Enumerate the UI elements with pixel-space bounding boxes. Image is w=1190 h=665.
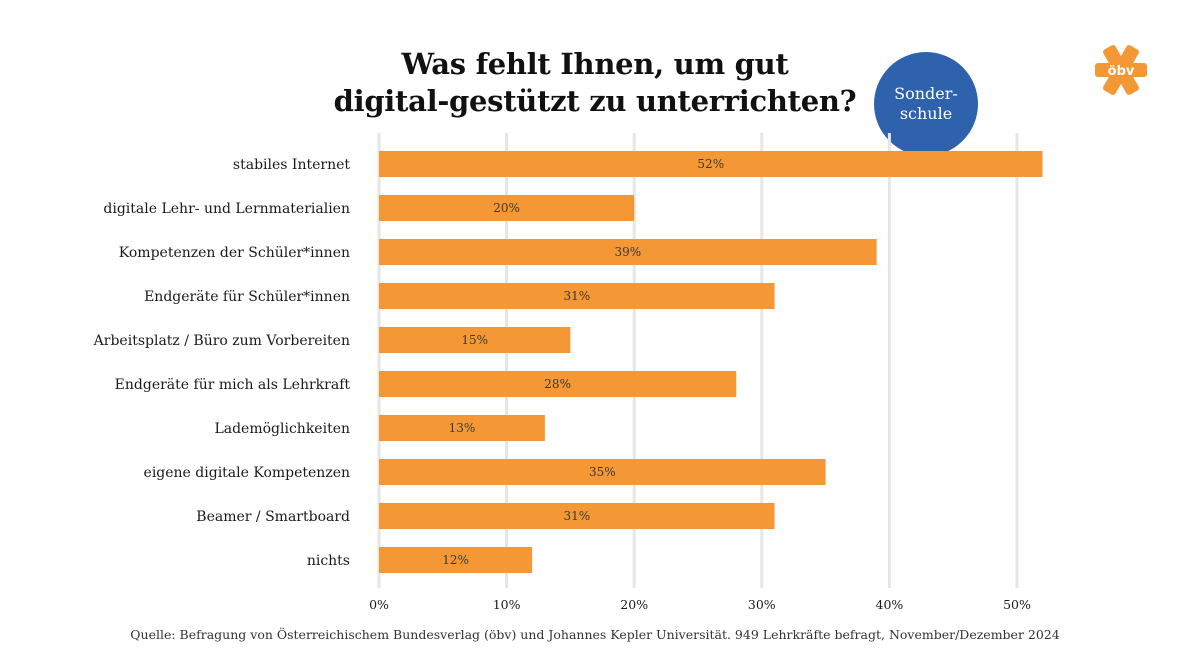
badge-line-1: Sonder- bbox=[894, 84, 958, 103]
bars bbox=[379, 151, 1043, 573]
value-label-1: 52% bbox=[697, 157, 724, 171]
bar-1 bbox=[379, 151, 1043, 177]
bar-6 bbox=[379, 371, 737, 397]
x-tick-label-10: 10% bbox=[493, 597, 521, 612]
category-label-4: Endgeräte für Schüler*innen bbox=[144, 289, 350, 305]
value-label-7: 13% bbox=[449, 421, 476, 435]
category-label-10: nichts bbox=[307, 553, 350, 569]
x-axis-tick-labels: 0% 10% 20% 30% 40% 50% bbox=[369, 597, 1031, 612]
chart-title-line-1: Was fehlt Ihnen, um gut bbox=[401, 47, 789, 81]
chart-title-line-2: digital-gestützt zu unterrichten? bbox=[333, 84, 857, 118]
value-label-3: 39% bbox=[614, 245, 641, 259]
value-labels: 52% 20% 39% 31% 15% 28% 13% 35% 31% 12% bbox=[442, 157, 724, 567]
category-label-6: Endgeräte für mich als Lehrkraft bbox=[115, 377, 351, 393]
school-type-badge: Sonder- schule bbox=[874, 52, 978, 156]
x-tick-label-30: 30% bbox=[748, 597, 776, 612]
badge-line-2: schule bbox=[899, 104, 953, 123]
value-label-4: 31% bbox=[563, 289, 590, 303]
bar-9 bbox=[379, 503, 775, 529]
x-tick-label-20: 20% bbox=[620, 597, 648, 612]
bar-7 bbox=[379, 415, 545, 441]
bar-10 bbox=[379, 547, 533, 573]
value-label-6: 28% bbox=[544, 377, 571, 391]
bar-4 bbox=[379, 283, 775, 309]
x-tick-label-50: 50% bbox=[1003, 597, 1031, 612]
category-label-2: digitale Lehr- und Lernmaterialien bbox=[103, 201, 350, 217]
bar-5 bbox=[379, 327, 571, 353]
category-label-7: Lademöglichkeiten bbox=[214, 421, 350, 437]
value-label-10: 12% bbox=[442, 553, 469, 567]
bar-8 bbox=[379, 459, 826, 485]
value-label-2: 20% bbox=[493, 201, 520, 215]
source-note: Quelle: Befragung von Österreichischem B… bbox=[130, 627, 1060, 642]
x-tick-label-0: 0% bbox=[369, 597, 389, 612]
chart-title: Was fehlt Ihnen, um gut digital-gestützt… bbox=[300, 46, 890, 120]
category-label-1: stabiles Internet bbox=[233, 157, 350, 173]
bar-3 bbox=[379, 239, 877, 265]
value-label-5: 15% bbox=[461, 333, 488, 347]
category-label-3: Kompetenzen der Schüler*innen bbox=[119, 245, 350, 261]
x-tick-label-40: 40% bbox=[876, 597, 904, 612]
obv-logo-star-icon bbox=[1095, 45, 1147, 95]
obv-logo: öbv bbox=[1095, 45, 1147, 95]
category-labels: stabiles Internet digitale Lehr- und Lern… bbox=[93, 157, 351, 569]
value-label-8: 35% bbox=[589, 465, 616, 479]
value-label-9: 31% bbox=[563, 509, 590, 523]
category-label-8: eigene digitale Kompetenzen bbox=[144, 465, 350, 481]
category-label-5: Arbeitsplatz / Büro zum Vorbereiten bbox=[93, 333, 350, 349]
bar-2 bbox=[379, 195, 635, 221]
obv-logo-text: öbv bbox=[1108, 64, 1135, 79]
category-label-9: Beamer / Smartboard bbox=[196, 509, 350, 525]
